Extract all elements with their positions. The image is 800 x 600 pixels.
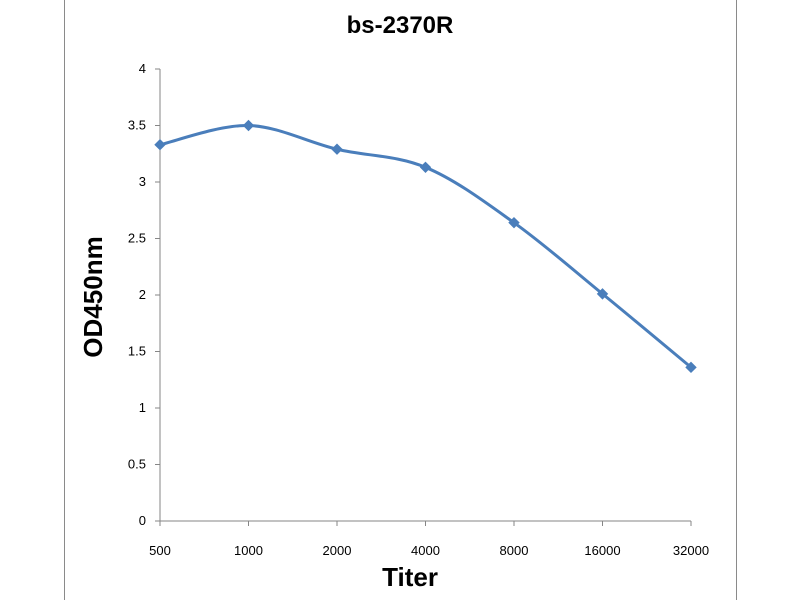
x-tick-label: 32000 xyxy=(673,543,709,558)
y-tick-label: 3 xyxy=(139,174,146,189)
x-tick-label: 8000 xyxy=(500,543,529,558)
y-tick-label: 2.5 xyxy=(128,231,146,246)
y-tick-label: 1 xyxy=(139,400,146,415)
data-point xyxy=(154,139,166,151)
y-tick-label: 0 xyxy=(139,513,146,528)
data-point xyxy=(508,216,520,229)
x-axis: 500 1000 2000 4000 8000 16000 32000 xyxy=(149,520,709,558)
x-tick-label: 4000 xyxy=(411,543,440,558)
chart-title: bs-2370R xyxy=(347,12,454,39)
y-axis-title: OD450nm xyxy=(78,236,108,357)
x-axis-title: Titer xyxy=(382,562,438,592)
data-point xyxy=(419,161,432,174)
series-layer xyxy=(154,119,697,374)
x-tick-label: 2000 xyxy=(323,543,352,558)
y-tick-label: 3.5 xyxy=(128,118,146,133)
y-axis: 0 0.5 1 1.5 2 2.5 3 3.5 4 xyxy=(128,61,161,528)
data-point xyxy=(685,361,697,374)
frame-right-border xyxy=(736,0,737,600)
y-tick-label: 1.5 xyxy=(128,344,146,359)
x-tick-label: 1000 xyxy=(234,543,263,558)
data-point xyxy=(331,143,343,155)
frame-left-border xyxy=(64,0,65,600)
x-tick-label: 16000 xyxy=(584,543,620,558)
data-point xyxy=(596,288,609,300)
data-point xyxy=(242,119,255,132)
y-tick-label: 0.5 xyxy=(128,457,146,472)
x-tick-label: 500 xyxy=(149,543,171,558)
y-tick-label: 2 xyxy=(139,287,146,302)
y-tick-label: 4 xyxy=(139,61,146,76)
